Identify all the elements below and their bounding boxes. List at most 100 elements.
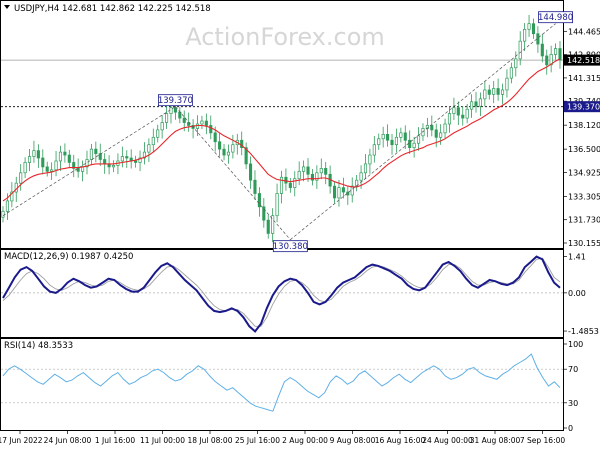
candle-body <box>359 172 363 181</box>
candle-body <box>275 193 279 217</box>
candle-body <box>218 141 222 150</box>
candle-body <box>279 176 284 194</box>
price-tick-label: 138.120 <box>568 121 600 130</box>
x-tick-label: 11 Jul 00:00 <box>140 436 185 445</box>
rsi-line <box>2 353 561 412</box>
candle-body <box>1 210 5 218</box>
candle-body <box>200 120 204 125</box>
swing-label-box <box>158 94 193 107</box>
candle-body <box>377 138 381 146</box>
candle-body <box>554 48 558 55</box>
macd-title: MACD(12,26,9) 0.1987 0.4250 <box>4 252 133 262</box>
candle-body <box>310 173 315 181</box>
candle-body <box>248 163 253 181</box>
candle-body <box>76 168 80 172</box>
candle-body <box>253 179 257 194</box>
price-tick-label: 134.925 <box>568 168 600 177</box>
candle-body <box>390 139 394 146</box>
rsi-tick-label: 70 <box>568 365 578 374</box>
level-tag <box>564 101 600 113</box>
candle-body <box>478 98 482 107</box>
candle-body <box>447 113 452 125</box>
candle-body <box>284 176 288 184</box>
candle-body <box>332 185 337 199</box>
candle-body <box>306 166 310 175</box>
candle-body <box>147 144 151 153</box>
candle-body <box>151 136 155 146</box>
candle-body <box>195 123 200 129</box>
candle-body <box>54 160 58 171</box>
candle-body <box>505 77 509 91</box>
candle-body <box>160 122 164 131</box>
candle-body <box>500 89 505 95</box>
price-tick-label: 144.465 <box>568 27 600 36</box>
candle-body <box>381 133 385 140</box>
candle-body <box>474 101 478 107</box>
rsi-panel-frame <box>0 338 564 431</box>
macd-tick-label: -1.4853 <box>568 327 599 336</box>
candle-body <box>337 187 341 199</box>
candle-body <box>103 159 107 165</box>
candle-body <box>408 139 412 149</box>
candle-body <box>138 157 142 163</box>
candle-body <box>297 170 301 180</box>
candle-body <box>302 166 306 172</box>
price-tick-label: 130.155 <box>568 239 600 248</box>
candle-body <box>19 172 23 184</box>
swing-connector <box>290 23 556 240</box>
candle-body <box>182 117 186 123</box>
candle-body <box>456 107 460 116</box>
candle-body <box>213 132 217 143</box>
candle-body <box>416 135 421 144</box>
candle-body <box>10 191 14 202</box>
candle-body <box>487 89 491 95</box>
candle-body <box>443 123 447 134</box>
candle-body <box>36 150 40 159</box>
candle-body <box>178 111 182 119</box>
macd-main-line <box>2 255 561 333</box>
candle-body <box>63 151 67 156</box>
candle-body <box>527 23 531 30</box>
price-tick-label: 131.730 <box>568 216 600 225</box>
swing-connector <box>2 106 176 217</box>
candle-body <box>142 151 147 159</box>
x-tick-label: 1 Jul 16:00 <box>95 436 135 445</box>
candle-body <box>94 148 98 154</box>
candle-body <box>32 150 36 157</box>
candle-body <box>386 133 390 141</box>
candle-body <box>288 182 292 188</box>
candle-body <box>536 33 540 45</box>
price-tick-label: 133.305 <box>568 192 600 201</box>
x-tick-label: 9 Aug 08:00 <box>330 436 376 445</box>
candle-body <box>50 169 54 172</box>
candle-body <box>45 166 49 172</box>
candle-body <box>125 156 129 159</box>
level-tag-label: 139.370 <box>567 103 600 112</box>
candle-body <box>226 151 231 156</box>
rsi-title: RSI(14) 48.3533 <box>4 341 73 351</box>
candle-body <box>266 219 270 234</box>
candle-body <box>165 113 169 123</box>
candle-body <box>394 136 398 146</box>
macd-panel-frame <box>0 249 564 338</box>
moving-average-line <box>2 58 561 202</box>
candle-body <box>430 125 434 131</box>
candle-body <box>483 89 487 100</box>
symbol-header: USDJPY,H4 142.681 142.862 142.225 142.51… <box>14 4 211 14</box>
collapse-arrow-icon[interactable] <box>4 5 10 9</box>
swing-label-box <box>272 240 308 253</box>
candle-body <box>98 153 102 160</box>
candle-body <box>156 129 160 138</box>
candle-body <box>41 157 45 168</box>
candle-body <box>271 215 275 234</box>
swing-connector <box>175 106 291 240</box>
rsi-tick-label: 0 <box>568 424 573 433</box>
candle-body <box>470 101 474 110</box>
candle-body <box>341 187 345 193</box>
candle-body <box>372 144 376 156</box>
candle-body <box>399 132 403 138</box>
candle-body <box>319 168 323 174</box>
current-price-tag <box>564 54 600 66</box>
candle-body <box>85 159 89 168</box>
candle-body <box>461 114 465 119</box>
